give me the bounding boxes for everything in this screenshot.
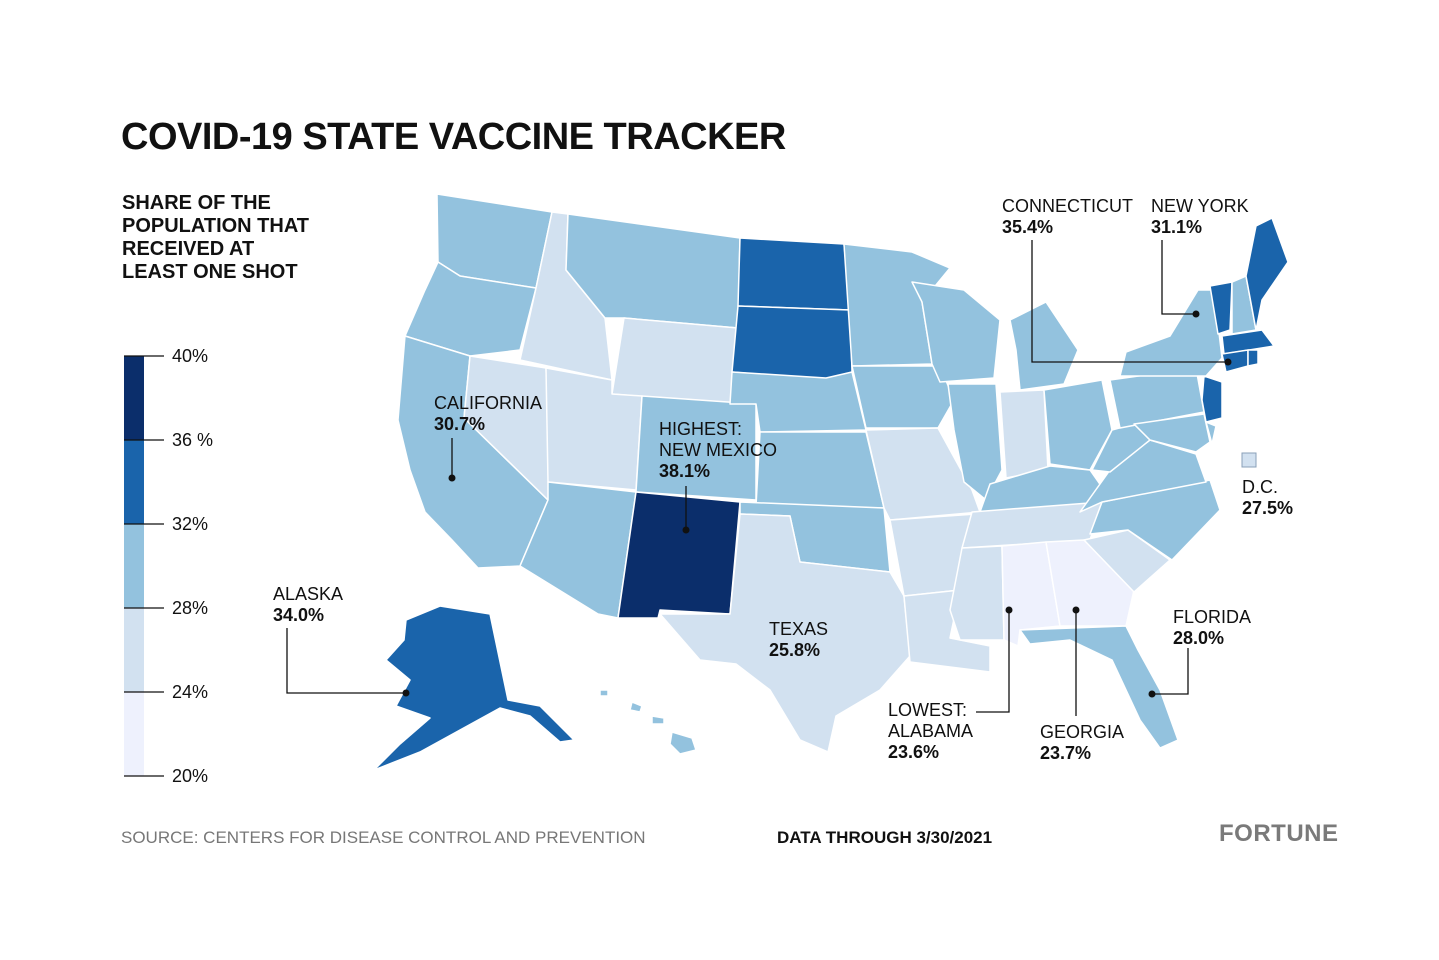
legend-tick-label: 32% [172, 514, 208, 534]
state-georgia [1045, 539, 1135, 627]
legend-swatch-20-24 [124, 692, 144, 776]
callout-texas-value: 25.8% [769, 640, 821, 660]
callout-california-value: 30.7% [434, 414, 486, 434]
callout-texas-name: TEXAS [769, 619, 829, 639]
state-wisconsin [911, 281, 1001, 383]
florida-dot [1148, 690, 1156, 698]
alaska-dot [402, 689, 410, 697]
state-north-dakota [737, 237, 851, 311]
new-york-leader [1161, 240, 1196, 315]
legend-tick-label: 36 % [172, 430, 213, 450]
callout-dc: D.C. 27.5% [1242, 477, 1293, 519]
state-delaware [1205, 421, 1217, 445]
connecticut-dot [1224, 358, 1232, 366]
callout-alaska-name: ALASKA [273, 584, 344, 604]
legend-tick-label: 20% [172, 766, 208, 786]
state-iowa [851, 365, 955, 429]
state-wyoming [611, 317, 739, 405]
callout-alaska-value: 34.0% [273, 605, 325, 625]
callout-california: CALIFORNIA 30.7% [434, 393, 542, 435]
callout-connecticut: CONNECTICUT 35.4% [1002, 196, 1133, 238]
state-hawaii-kauai [599, 689, 609, 697]
callout-florida-value: 28.0% [1173, 628, 1225, 648]
alabama-dot [1005, 606, 1013, 614]
state-massachusetts [1221, 329, 1275, 355]
callout-connecticut-name: CONNECTICUT [1002, 196, 1133, 216]
callout-georgia-name: GEORGIA [1040, 722, 1125, 742]
callout-alabama-prefix: LOWEST: [888, 700, 968, 720]
state-alaska [373, 605, 575, 771]
callout-florida-name: FLORIDA [1173, 607, 1252, 627]
callout-new-york-name: NEW YORK [1151, 196, 1249, 216]
alaska-leader [286, 628, 406, 694]
callout-new-mexico: HIGHEST: NEW MEXICO 38.1% [659, 419, 777, 482]
legend-tick-label: 24% [172, 682, 208, 702]
state-new-mexico [617, 491, 741, 619]
chart-title: COVID-19 STATE VACCINE TRACKER [121, 116, 786, 158]
callout-california-name: CALIFORNIA [434, 393, 543, 413]
legend-swatch-24-28 [124, 608, 144, 692]
legend-swatch-36-40 [124, 356, 144, 440]
callout-florida: FLORIDA 28.0% [1173, 607, 1251, 649]
callout-new-mexico-name: NEW MEXICO [659, 440, 778, 460]
legend-tick-label: 40% [172, 346, 208, 366]
state-florida [1019, 625, 1179, 749]
callout-dc-name: D.C. [1242, 477, 1278, 497]
color-legend: 40% 36 % 32% 28% 24% 20% [124, 346, 213, 786]
state-mississippi [949, 545, 1005, 641]
legend-title: SHARE OF THE POPULATION THAT RECEIVED AT… [122, 192, 310, 283]
state-new-jersey [1201, 375, 1223, 423]
callout-alaska: ALASKA 34.0% [273, 584, 343, 626]
state-maine [1245, 217, 1289, 331]
fortune-logo: FORTUNE [1219, 820, 1339, 847]
legend-tick-label: 28% [172, 598, 208, 618]
callout-connecticut-value: 35.4% [1002, 217, 1054, 237]
legend-swatch-28-32 [124, 524, 144, 608]
callout-new-york-value: 31.1% [1151, 217, 1203, 237]
state-oregon [404, 261, 537, 357]
state-ohio [1043, 379, 1113, 471]
new-mexico-dot [682, 526, 690, 534]
florida-leader [1152, 648, 1189, 695]
state-south-dakota [731, 305, 853, 381]
callout-new-mexico-value: 38.1% [659, 461, 711, 481]
callout-alabama-name: ALABAMA [888, 721, 974, 741]
state-new-york [1119, 289, 1223, 377]
callout-georgia: GEORGIA 23.7% [1040, 722, 1124, 764]
georgia-dot [1072, 606, 1080, 614]
callout-new-york: NEW YORK 31.1% [1151, 196, 1249, 238]
source-note: SOURCE: CENTERS FOR DISEASE CONTROL AND … [121, 828, 646, 847]
data-through-date: DATA THROUGH 3/30/2021 [777, 828, 993, 847]
callout-texas: TEXAS 25.8% [769, 619, 828, 661]
state-vermont [1209, 281, 1233, 335]
connecticut-leader [1031, 240, 1228, 363]
legend-swatch-32-36 [124, 440, 144, 524]
california-dot [448, 474, 456, 482]
state-maryland [1133, 413, 1211, 453]
alabama-leader [976, 610, 1010, 713]
state-hawaii-oahu [629, 701, 643, 713]
dc-swatch [1241, 452, 1257, 468]
state-nebraska [729, 371, 867, 433]
state-hawaii [669, 731, 697, 755]
state-rhode-island [1247, 349, 1259, 367]
state-south-carolina [1083, 529, 1171, 593]
state-indiana [999, 389, 1049, 479]
callout-dc-value: 27.5% [1242, 498, 1294, 518]
callout-alabama-value: 23.6% [888, 742, 940, 762]
callout-alabama: LOWEST: ALABAMA 23.6% [888, 700, 973, 763]
state-hawaii-maui [651, 715, 665, 725]
state-texas [659, 513, 911, 753]
state-michigan [1009, 301, 1079, 391]
callout-georgia-value: 23.7% [1040, 743, 1092, 763]
callout-new-mexico-prefix: HIGHEST: [659, 419, 743, 439]
new-york-dot [1192, 310, 1200, 318]
